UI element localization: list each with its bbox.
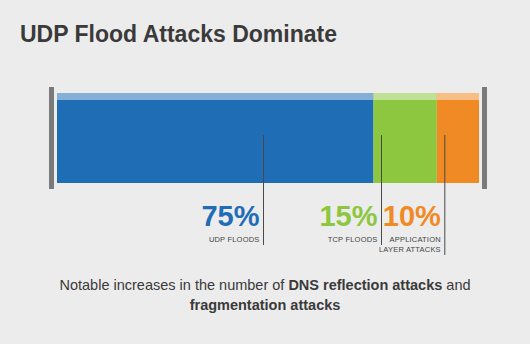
background [0, 0, 530, 344]
series-name-line: UDP FLOODS [209, 235, 260, 244]
series-name-line: APPLICATION [390, 235, 441, 244]
series-name: TCP FLOODS [328, 235, 378, 244]
data-label: 15% [319, 200, 377, 232]
bars [57, 93, 479, 183]
labels: 75% UDP FLOODS 15% TCP FLOODS 10% APPLICATION… [201, 135, 444, 255]
series-name-line: LAYER ATTACKS [379, 245, 441, 254]
chart: UDP Flood Attacks Dominate 75% UDP FLOODS 1… [0, 0, 530, 344]
annotation-emphasis: fragmentation attacks [190, 297, 341, 313]
bar-segment [374, 93, 437, 183]
range-end [482, 87, 487, 189]
series-name-line: TCP FLOODS [328, 235, 378, 244]
series-name: UDP FLOODS [209, 235, 260, 244]
leader-line [263, 135, 264, 245]
bar-highlight [374, 93, 437, 100]
annotation-run: and [442, 277, 470, 293]
annotation-run: Notable increases in the number of [59, 277, 288, 293]
data-label: 10% [383, 200, 441, 232]
annotation-emphasis: DNS reflection attacks [288, 277, 442, 293]
annotation: Notable increases in the number of DNS r… [59, 277, 470, 313]
range-start [49, 87, 54, 189]
title: UDP Flood Attacks Dominate [20, 21, 337, 47]
bar-highlight [57, 93, 374, 100]
bar-segment [57, 93, 374, 183]
series-name: APPLICATIONLAYER ATTACKS [379, 235, 441, 254]
bar-highlight [437, 93, 479, 100]
data-label: 75% [201, 200, 259, 232]
leader-line [444, 135, 445, 255]
bar-segment [437, 93, 479, 183]
